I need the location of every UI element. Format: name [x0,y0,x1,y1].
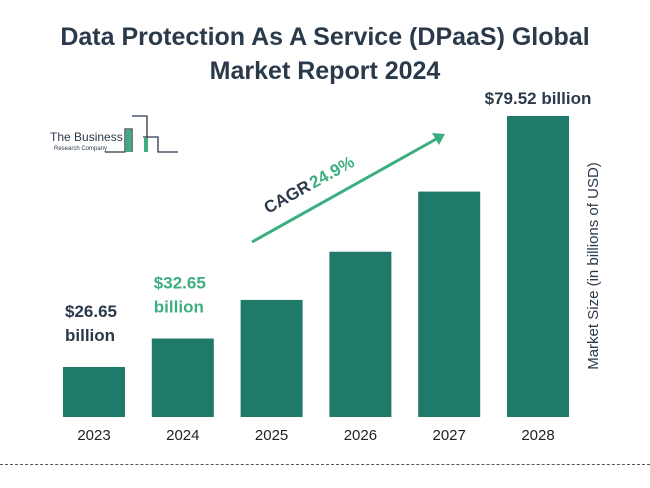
bars-group [63,116,569,417]
x-tick-2025: 2025 [255,427,288,444]
logo-text-line1: The Business [50,130,123,144]
x-tick-labels: 2023 2024 2025 2026 2027 2028 [77,427,554,444]
y-axis-label: Market Size (in billions of USD) [585,162,602,370]
x-tick-2026: 2026 [344,427,377,444]
data-label-2024-line1: $32.65 [154,274,206,293]
x-tick-2027: 2027 [433,427,466,444]
x-tick-2023: 2023 [77,427,110,444]
data-label-2028-line1: $79.52 billion [485,89,592,108]
data-label-2023-line2: billion [65,326,115,345]
bar-2026 [329,251,392,417]
x-tick-2024: 2024 [166,427,199,444]
data-label-2024-line2: billion [154,298,204,317]
title-line-1: Data Protection As A Service (DPaaS) Glo… [60,23,590,51]
data-labels: $26.65 billion $32.65 billion $79.52 billion [65,89,591,345]
logo-text-line2: Research Company [54,146,107,152]
title-line-2: Market Report 2024 [209,57,441,85]
cagr-arrow-head-icon [432,133,445,145]
chart-title: Data Protection As A Service (DPaaS) Glo… [0,20,650,88]
cagr-arrow-line [251,136,439,244]
bar-2023 [63,367,125,417]
cagr-annotation: CAGR 24.9% [251,133,445,244]
logo: The Business Research Company [50,115,178,153]
bar-2027 [418,191,481,417]
bar-2024 [151,338,214,417]
bar-2025 [240,299,303,417]
data-label-2023-line1: $26.65 [65,302,117,321]
bar-2028 [507,116,569,417]
bottom-divider [0,464,650,465]
x-tick-2028: 2028 [521,427,554,444]
